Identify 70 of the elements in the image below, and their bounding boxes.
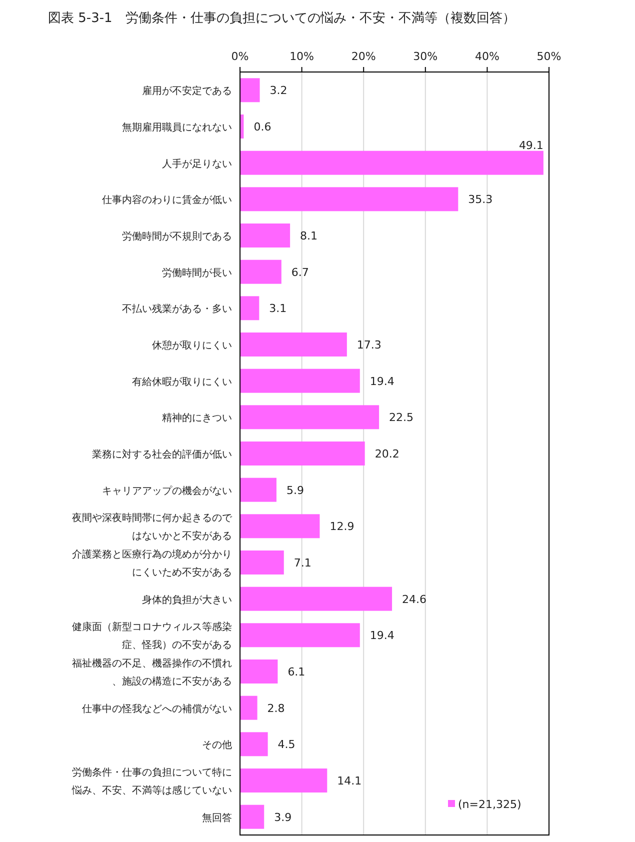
y-tick-label: 身体的負担が大きい	[142, 594, 232, 606]
y-tick-label: その他	[202, 739, 232, 752]
y-tick-label: 無回答	[202, 812, 232, 824]
bar	[240, 78, 260, 102]
bar	[240, 478, 276, 502]
bar	[240, 150, 544, 175]
bar	[240, 732, 268, 756]
data-label: 14.1	[337, 774, 362, 788]
x-tick-label: 50%	[536, 50, 562, 63]
data-label: 22.5	[389, 411, 414, 424]
data-label: 17.3	[356, 338, 382, 352]
data-label: 19.4	[370, 629, 394, 642]
data-label: 24.6	[402, 592, 427, 606]
legend-label: (n=21,325)	[458, 798, 522, 811]
y-tick-label: キャリアアップの機会がない	[102, 484, 232, 497]
y-tick-label: 休憩が取りにくい	[152, 340, 232, 352]
y-tick-label: 労働時間が不規則である	[122, 230, 232, 242]
data-label: 6.1	[288, 666, 306, 678]
y-tick-label: 無期雇用職員になれない	[122, 122, 232, 134]
data-label: 8.1	[300, 230, 318, 242]
y-tick-label: 精神的にきつい	[162, 412, 232, 424]
bar	[240, 514, 320, 538]
y-tick-label: 雇用が不安定である	[142, 85, 232, 98]
data-label: 0.6	[254, 120, 272, 134]
bar	[240, 660, 278, 684]
bar	[240, 804, 264, 829]
data-label: 12.9	[330, 520, 354, 534]
data-label: 6.7	[291, 266, 309, 279]
bar	[240, 623, 360, 648]
bar	[240, 550, 284, 574]
y-tick-label: 夜間や深夜時間帯に何か起きるのではないかと不安がある	[72, 512, 233, 542]
x-tick-label: 40%	[474, 50, 500, 63]
data-label: 35.3	[468, 193, 493, 206]
data-label: 7.1	[294, 556, 312, 570]
y-tick-label: 介護業務と医療行為の境めが分かりにくいため不安がある	[72, 548, 232, 578]
data-label: 3.9	[274, 810, 292, 824]
data-label: 49.1	[518, 138, 544, 152]
bar	[240, 296, 260, 320]
y-tick-label: 仕事内容のわりに賃金が低い	[102, 194, 232, 206]
x-tick-label: 30%	[413, 50, 438, 63]
y-tick-label: 労働時間が長い	[162, 266, 232, 279]
data-label: 2.8	[267, 702, 285, 715]
data-label: 4.5	[278, 738, 296, 752]
bar	[240, 260, 282, 284]
data-label: 19.4	[370, 374, 394, 388]
bar	[240, 696, 258, 720]
y-tick-label: 不払い残業がある・多い	[122, 303, 232, 316]
y-tick-label: 有給休暇が取りにくい	[132, 376, 232, 388]
data-label: 3.1	[269, 302, 287, 316]
x-tick-label: 20%	[351, 50, 376, 63]
x-tick-label: 10%	[290, 50, 314, 63]
bar	[240, 442, 365, 466]
y-tick-label: 労働条件・仕事の負担について特に悩み、不安、不満等は感じていない	[71, 766, 232, 796]
bar	[240, 586, 392, 611]
bar	[240, 332, 347, 356]
y-tick-label: 健康面（新型コロナウィルス等感染症、怪我）の不安がある	[72, 621, 232, 652]
bar	[240, 224, 290, 248]
bar	[240, 187, 458, 212]
chart-title: 図表 5-3-1 労働条件・仕事の負担についての悩み・不安・不満等（複数回答）	[48, 10, 516, 26]
x-tick-label: 0%	[231, 50, 249, 63]
y-tick-label: 福祉機器の不足、機器操作の不慣れ、施設の構造に不安がある	[72, 658, 232, 688]
y-tick-label: 業務に対する社会的評価が低い	[92, 448, 232, 460]
bar	[240, 405, 380, 430]
data-label: 5.9	[286, 484, 304, 497]
bar	[240, 368, 360, 393]
y-tick-label: 仕事中の怪我などへの補償がない	[82, 702, 232, 715]
data-label: 20.2	[374, 448, 400, 460]
data-label: 3.2	[270, 84, 288, 98]
bar	[240, 768, 328, 792]
y-tick-label: 人手が足りない	[162, 158, 232, 170]
